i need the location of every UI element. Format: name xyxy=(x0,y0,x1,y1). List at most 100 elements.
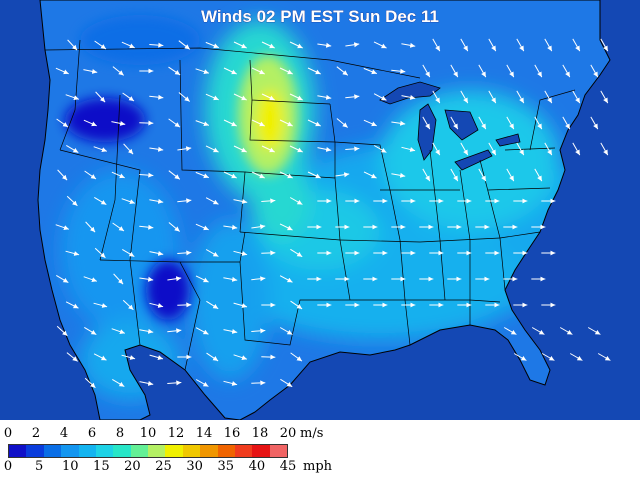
wind-map-canvas: Winds 02 PM EST Sun Dec 11 xyxy=(0,0,640,420)
wind-arrow xyxy=(168,66,181,76)
wind-arrow xyxy=(422,64,431,78)
land-wind-field xyxy=(38,0,610,420)
wind-arrow xyxy=(597,353,611,361)
legend-swatch xyxy=(200,445,218,457)
wind-arrow xyxy=(233,354,248,361)
wind-arrow xyxy=(223,276,238,282)
wind-arrow xyxy=(460,142,469,156)
wind-arrow xyxy=(289,93,303,101)
wind-arrow xyxy=(56,325,68,337)
wind-arrow xyxy=(251,224,266,230)
legend: 0 2 4 6 8 10 12 14 16 18 20 m/s 0 5 10 15 20 25 30 35 40 45… xyxy=(0,420,640,480)
wind-arrow xyxy=(233,93,247,101)
wind-arrow xyxy=(223,119,237,127)
wind-arrow xyxy=(373,41,387,49)
wind-arrow xyxy=(112,222,125,232)
wind-arrow xyxy=(65,250,80,256)
wind-arrow xyxy=(65,301,79,309)
wind-arrow xyxy=(84,326,97,336)
wind-arrow xyxy=(572,38,581,52)
wind-arrow xyxy=(363,67,377,75)
wind-arrow xyxy=(307,119,321,127)
wind-arrow xyxy=(279,67,293,75)
wind-arrow xyxy=(195,223,209,231)
legend-swatch xyxy=(26,445,44,457)
mph-tick-label: 15 xyxy=(93,459,110,474)
wind-arrow xyxy=(93,302,108,308)
wind-arrow xyxy=(450,116,459,130)
wind-arrow xyxy=(251,67,265,75)
wind-arrow xyxy=(122,248,135,258)
coastline xyxy=(37,0,611,420)
wind-arrow xyxy=(562,64,571,78)
legend-swatch xyxy=(182,445,201,457)
wind-arrow xyxy=(290,352,303,362)
wind-arrow xyxy=(600,142,609,156)
legend-swatch xyxy=(148,445,166,457)
wind-arrow xyxy=(177,250,192,256)
ms-tick-label: 6 xyxy=(87,426,97,441)
ms-tick-label: 12 xyxy=(167,426,185,441)
mph-tick-label: 5 xyxy=(34,459,44,474)
wind-arrow xyxy=(84,377,96,389)
legend-swatch xyxy=(95,445,114,457)
mph-tick-label: 40 xyxy=(248,459,266,474)
ms-unit-label: m/s xyxy=(300,426,324,441)
color-scale-bar xyxy=(8,444,288,458)
wind-arrow xyxy=(261,93,275,101)
mph-tick-label: 20 xyxy=(124,459,141,474)
wind-arrow xyxy=(290,300,303,310)
wind-arrow xyxy=(516,38,525,52)
wind-map: Winds 02 PM EST Sun Dec 11 xyxy=(0,0,640,420)
wind-arrow xyxy=(121,354,136,360)
wind-arrow xyxy=(478,168,487,182)
ms-tick-label: 2 xyxy=(31,426,41,441)
wind-arrow xyxy=(506,168,515,182)
wind-arrow xyxy=(206,300,219,310)
wind-arrow xyxy=(56,118,69,128)
wind-arrow xyxy=(178,92,191,102)
wind-arrow xyxy=(488,142,497,156)
wind-arrow xyxy=(401,42,416,48)
wind-arrow xyxy=(373,93,387,101)
wind-arrow xyxy=(516,142,525,156)
wind-arrow xyxy=(95,91,106,103)
wind-arrow xyxy=(111,171,125,179)
wind-arrow xyxy=(195,379,209,387)
legend-swatch xyxy=(130,445,148,457)
wind-arrow xyxy=(280,378,293,388)
wind-arrow xyxy=(139,224,154,230)
wind-arrow xyxy=(317,146,332,152)
wind-arrow xyxy=(541,353,555,361)
ms-tick-label: 0 xyxy=(3,426,13,441)
wind-arrow xyxy=(167,328,182,334)
wind-arrow xyxy=(488,90,497,104)
wind-arrow xyxy=(112,378,125,388)
wind-arrow xyxy=(587,327,601,335)
wind-arrow xyxy=(289,41,303,49)
wind-arrow xyxy=(233,145,247,153)
wind-arrow xyxy=(149,146,164,152)
wind-arrow xyxy=(55,67,69,75)
wind-arrow xyxy=(223,171,237,179)
wind-arrow xyxy=(66,352,79,362)
wind-arrow xyxy=(149,42,164,48)
wind-arrow xyxy=(85,221,96,233)
wind-arrow xyxy=(422,116,431,130)
wind-arrow xyxy=(336,118,349,128)
wind-arrow xyxy=(139,380,154,386)
wind-arrow xyxy=(261,145,275,153)
wind-arrow xyxy=(94,196,107,206)
wind-arrow xyxy=(139,172,154,178)
ms-tick-label: 16 xyxy=(223,426,241,441)
wind-arrow xyxy=(167,380,182,386)
wind-arrow xyxy=(205,145,219,153)
wind-arrow xyxy=(121,198,136,205)
wind-arrow xyxy=(67,39,78,51)
wind-arrow xyxy=(516,90,525,104)
wind-arrow xyxy=(94,40,107,50)
wind-arrow xyxy=(113,273,124,285)
wind-arrow xyxy=(251,380,266,386)
wind-arrow xyxy=(205,93,219,101)
wind-arrow xyxy=(168,170,181,180)
